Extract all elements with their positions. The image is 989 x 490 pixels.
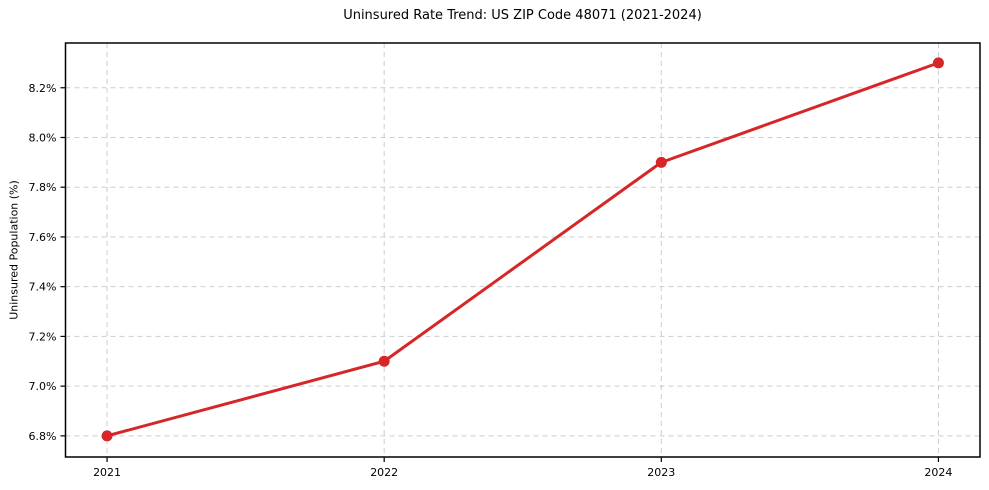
trend-line xyxy=(105,61,940,438)
data-point-marker xyxy=(101,430,113,442)
x-tick-label: 2024 xyxy=(924,466,952,479)
data-point-marker xyxy=(932,57,944,69)
y-tick-label: 6.8% xyxy=(29,430,57,443)
y-tick-label: 7.6% xyxy=(29,231,57,244)
x-tick-label: 2023 xyxy=(647,466,675,479)
data-point-marker xyxy=(655,156,667,168)
data-point-marker xyxy=(378,355,390,367)
x-tick-label: 2021 xyxy=(93,466,121,479)
y-tick-label: 8.2% xyxy=(29,82,57,95)
y-tick-label: 7.4% xyxy=(29,281,57,294)
y-tick-label: 7.0% xyxy=(29,380,57,393)
y-tick-label: 7.2% xyxy=(29,330,57,343)
plot-border xyxy=(64,42,981,458)
y-tick-label: 8.0% xyxy=(29,131,57,144)
y-tick-label: 7.8% xyxy=(29,181,57,194)
chart-title: Uninsured Rate Trend: US ZIP Code 48071 … xyxy=(343,8,702,23)
x-tick-label: 2022 xyxy=(370,466,398,479)
